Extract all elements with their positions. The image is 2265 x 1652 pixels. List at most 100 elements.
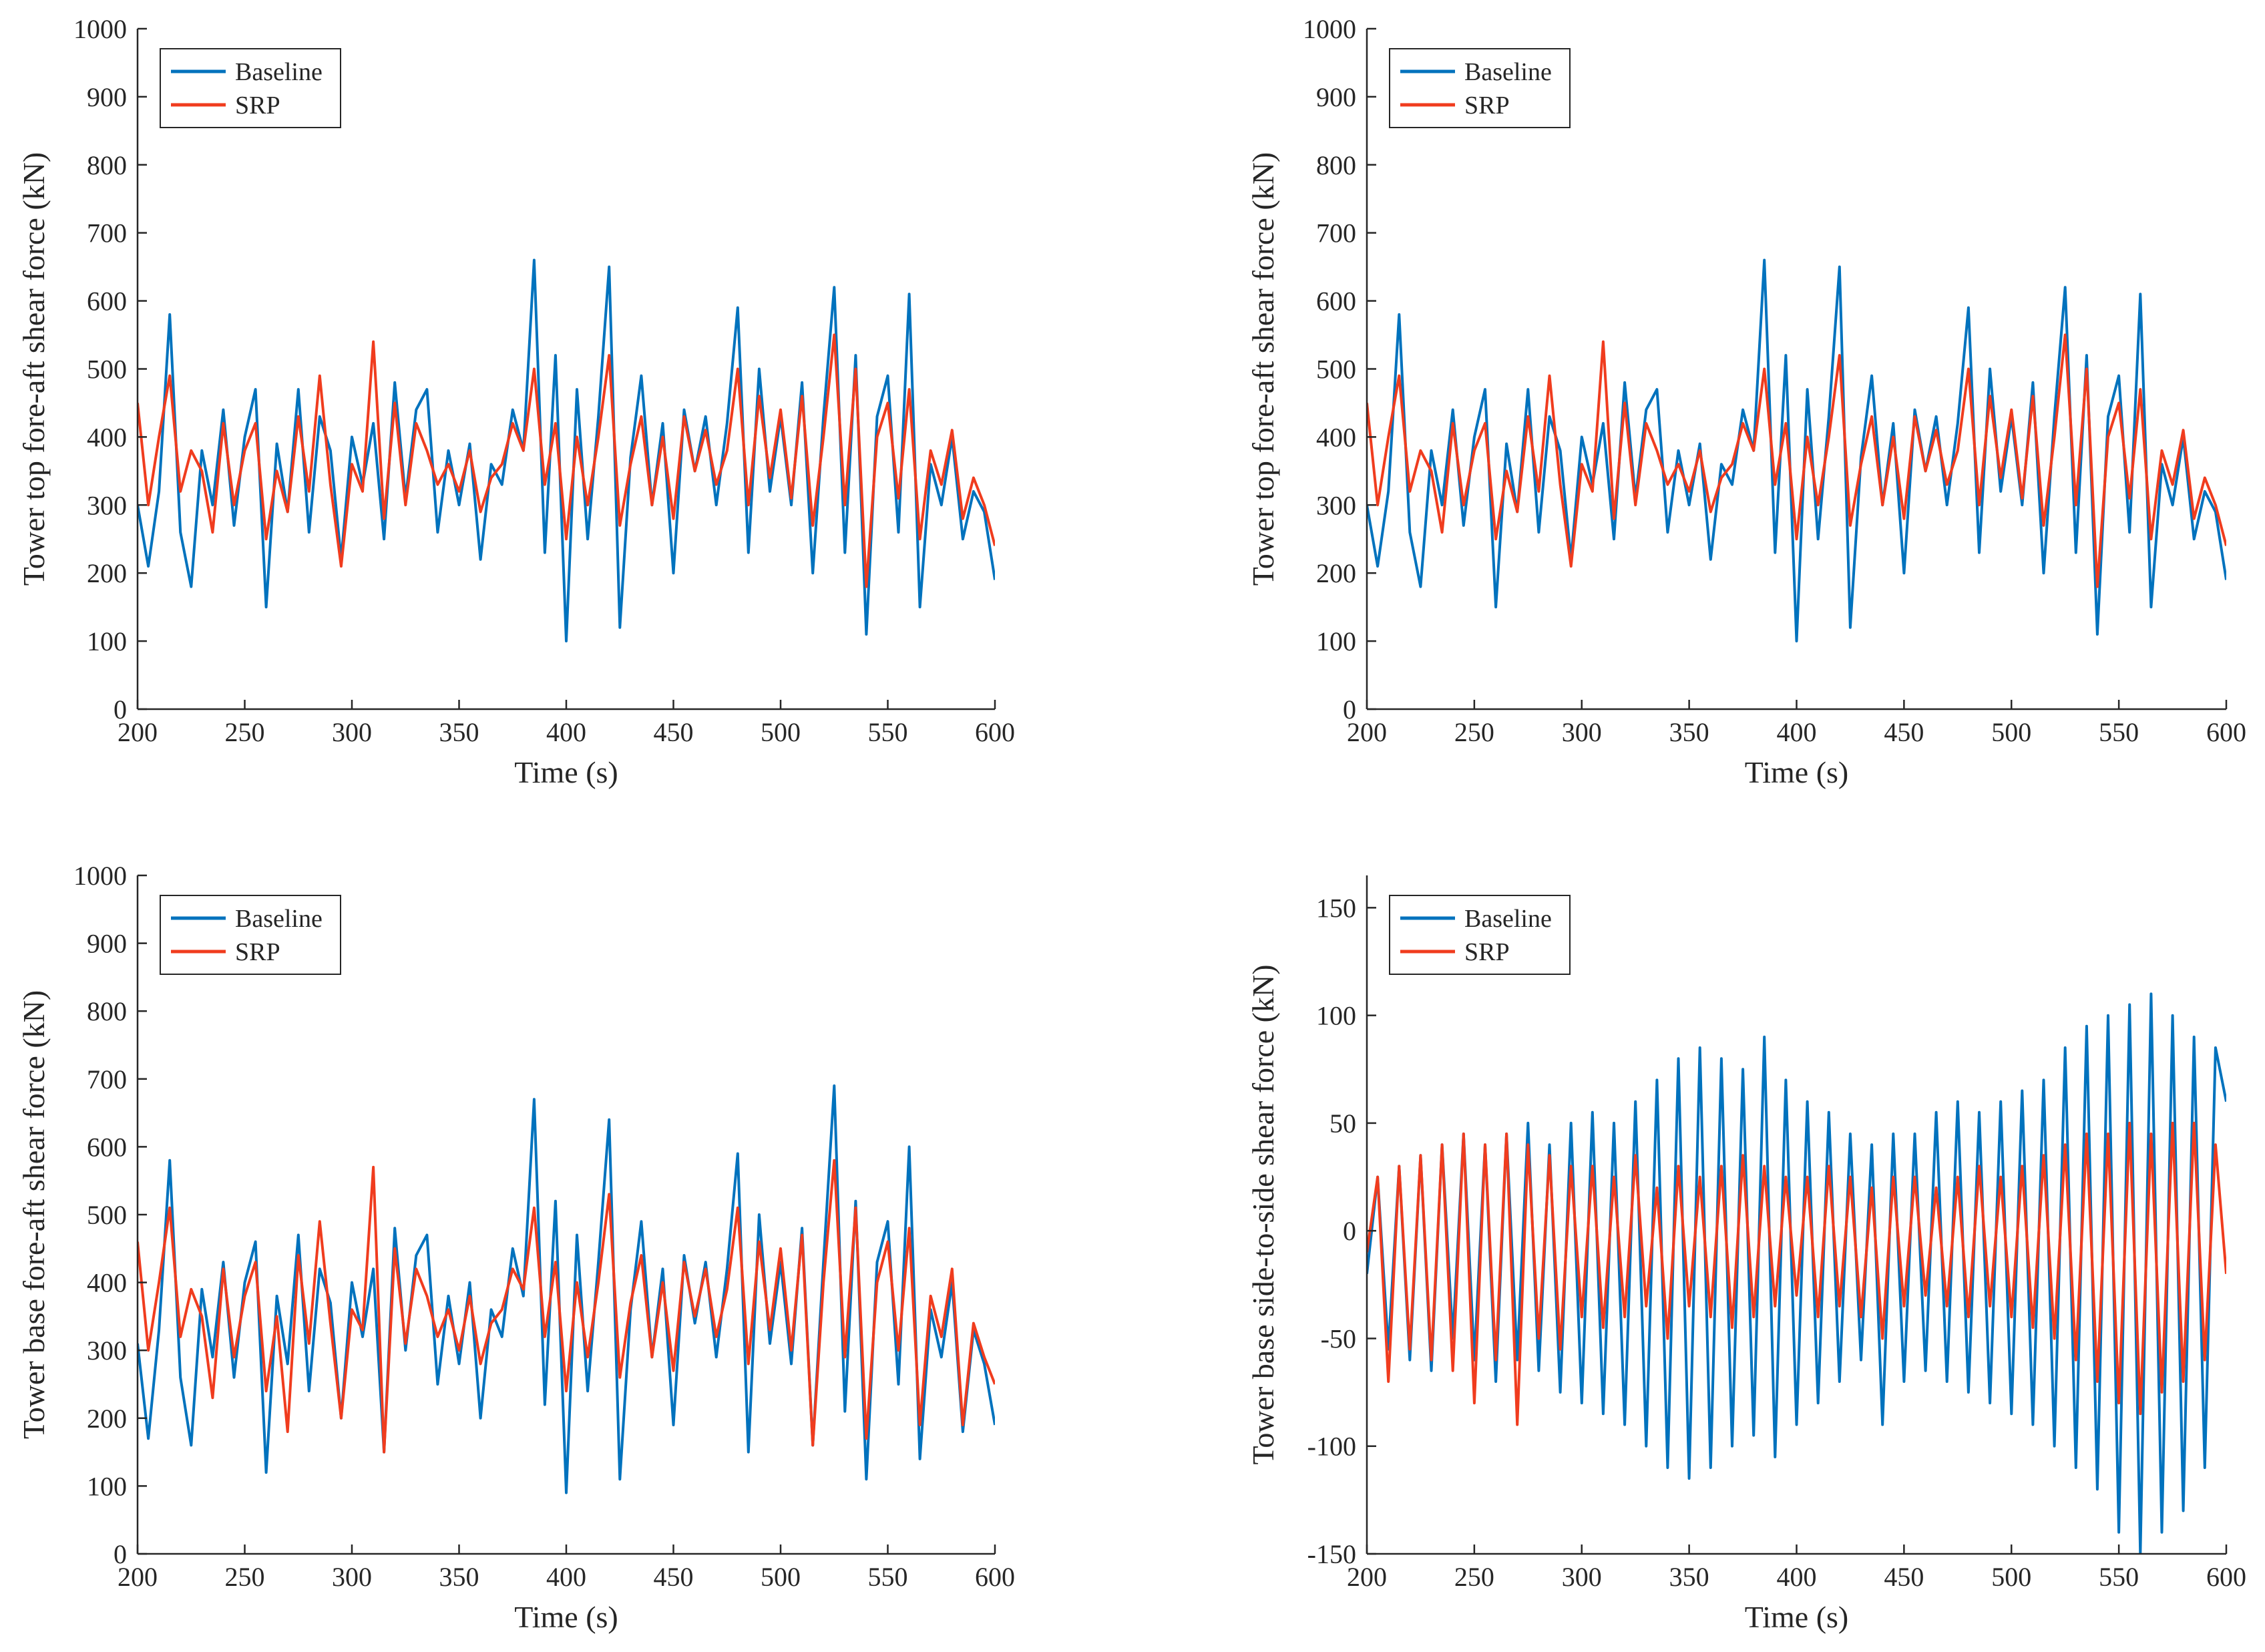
- y-tick-label: 700: [87, 218, 127, 248]
- x-tick-label: 500: [761, 1562, 801, 1592]
- legend-label-baseline: Baseline: [235, 905, 323, 933]
- y-tick-label: -100: [1307, 1432, 1356, 1462]
- x-tick-label: 600: [975, 717, 1015, 747]
- y-tick-label: 800: [87, 996, 127, 1026]
- x-tick-label: 200: [118, 1562, 158, 1592]
- x-tick-label: 350: [1669, 1562, 1709, 1592]
- x-tick-label: 300: [1562, 1562, 1602, 1592]
- x-tick-label: 300: [332, 1562, 372, 1592]
- x-tick-label: 300: [1562, 717, 1602, 747]
- x-tick-label: 500: [1991, 717, 2031, 747]
- y-tick-label: 200: [87, 558, 127, 588]
- chart-panel-3: 200 250 300 350 400 450 500 550 600 0 100 200 300 400…: [17, 861, 1015, 1634]
- x-tick-label: 550: [2099, 1562, 2139, 1592]
- y-tick-label: 150: [1316, 893, 1356, 923]
- x-tick-label: 600: [2206, 717, 2246, 747]
- legend: Baseline SRP: [160, 895, 341, 975]
- legend: Baseline SRP: [160, 48, 341, 128]
- y-tick-label: 200: [87, 1404, 127, 1434]
- legend: Baseline SRP: [1389, 895, 1571, 975]
- legend-box: [160, 895, 341, 975]
- x-tick-label: 200: [118, 717, 158, 747]
- y-tick-label: 0: [114, 694, 127, 725]
- y-tick-label: 1000: [73, 14, 127, 44]
- x-tick-label: 400: [1777, 717, 1817, 747]
- y-tick-label: 600: [87, 1132, 127, 1162]
- y-tick-label: 900: [87, 82, 127, 112]
- y-tick-label: 400: [87, 422, 127, 452]
- x-tick-label: 300: [332, 717, 372, 747]
- y-tick-label: 0: [1343, 1216, 1356, 1246]
- x-tick-label: 450: [1884, 1562, 1924, 1592]
- x-tick-label: 600: [975, 1562, 1015, 1592]
- y-tick-label: 100: [87, 626, 127, 656]
- series-line-srp: [138, 1159, 995, 1454]
- y-tick-label: 800: [1316, 150, 1356, 180]
- legend: Baseline SRP: [1389, 48, 1571, 128]
- chart-panel-4: 200 250 300 350 400 450 500 550 600 -150 -100 -50 0 5…: [1246, 875, 2246, 1634]
- legend-box: [1389, 48, 1571, 128]
- x-tick-label: 550: [2099, 717, 2139, 747]
- x-axis-label: Time (s): [514, 755, 618, 789]
- legend-label-srp: SRP: [235, 938, 280, 966]
- y-tick-label: 300: [1316, 490, 1356, 520]
- x-tick-label: 500: [761, 717, 801, 747]
- x-axis-label: Time (s): [1745, 1600, 1849, 1634]
- y-tick-label: 1000: [73, 861, 127, 891]
- y-tick-label: 600: [1316, 286, 1356, 317]
- legend-box: [160, 48, 341, 128]
- y-axis-label: Tower top fore-aft shear force (kN): [17, 152, 51, 586]
- y-tick-label: 300: [87, 490, 127, 520]
- y-axis-label: Tower base side-to-side shear force (kN): [1246, 964, 1280, 1464]
- y-tick-label: 300: [87, 1335, 127, 1366]
- y-tick-label: 100: [1316, 626, 1356, 656]
- legend-label-baseline: Baseline: [1464, 58, 1552, 86]
- y-tick-label: 700: [1316, 218, 1356, 248]
- x-tick-label: 250: [225, 1562, 265, 1592]
- x-tick-label: 250: [1454, 717, 1494, 747]
- series-line-srp: [1367, 1121, 2226, 1426]
- legend-label-srp: SRP: [1464, 91, 1510, 120]
- y-tick-label: 500: [1316, 355, 1356, 385]
- x-tick-label: 600: [2206, 1562, 2246, 1592]
- series-line-baseline: [1367, 992, 2226, 1554]
- x-tick-label: 400: [1777, 1562, 1817, 1592]
- y-tick-label: 400: [1316, 422, 1356, 452]
- y-tick-label: 50: [1329, 1108, 1356, 1139]
- y-tick-label: 0: [1343, 694, 1356, 725]
- y-tick-label: 200: [1316, 558, 1356, 588]
- y-tick-label: 500: [87, 355, 127, 385]
- y-tick-label: 1000: [1303, 14, 1356, 44]
- chart-panel-2: 200 250 300 350 400 450 500 550 600 0 100 200 300 400…: [1246, 14, 2246, 789]
- x-tick-label: 350: [439, 717, 479, 747]
- y-tick-label: -150: [1307, 1539, 1356, 1569]
- x-tick-label: 350: [1669, 717, 1709, 747]
- y-tick-label: 500: [87, 1200, 127, 1230]
- y-tick-label: 400: [87, 1268, 127, 1298]
- y-tick-label: 0: [114, 1539, 127, 1569]
- x-tick-label: 400: [546, 717, 586, 747]
- series-line-srp: [1367, 333, 2226, 588]
- x-axis-label: Time (s): [514, 1600, 618, 1634]
- legend-label-baseline: Baseline: [235, 58, 323, 86]
- legend-label-srp: SRP: [235, 91, 280, 120]
- legend-label-srp: SRP: [1464, 938, 1510, 966]
- y-axis-label: Tower top fore-aft shear force (kN): [1246, 152, 1280, 586]
- x-tick-label: 500: [1991, 1562, 2031, 1592]
- x-tick-label: 400: [546, 1562, 586, 1592]
- y-tick-label: 900: [1316, 82, 1356, 112]
- y-tick-label: 700: [87, 1064, 127, 1094]
- x-tick-label: 250: [1454, 1562, 1494, 1592]
- y-axis-label: Tower base fore-aft shear force (kN): [17, 990, 51, 1439]
- y-tick-label: 100: [1316, 1001, 1356, 1031]
- chart-panel-1: 200 250 300 350 400 450 500 550 600 0 100 200 300 400…: [17, 14, 1015, 789]
- y-tick-label: 100: [87, 1471, 127, 1501]
- x-tick-label: 450: [654, 1562, 694, 1592]
- legend-box: [1389, 895, 1571, 975]
- y-tick-label: 800: [87, 150, 127, 180]
- y-tick-label: 600: [87, 286, 127, 317]
- x-tick-label: 200: [1347, 717, 1387, 747]
- y-tick-label: 900: [87, 929, 127, 959]
- x-tick-label: 450: [654, 717, 694, 747]
